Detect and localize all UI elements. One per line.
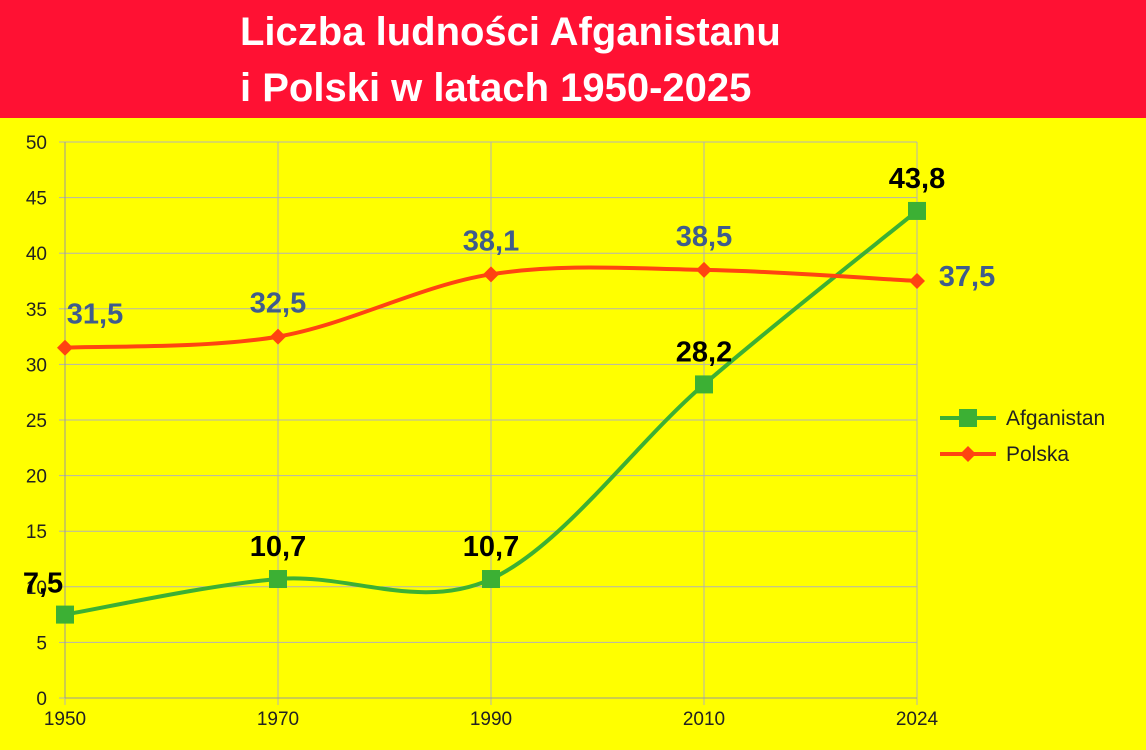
y-tick-label: 5 bbox=[36, 633, 47, 654]
legend-marker-afganistan bbox=[959, 409, 977, 427]
data-label-afganistan: 10,7 bbox=[250, 531, 306, 563]
axes bbox=[64, 142, 917, 699]
data-label-afganistan: 7,5 bbox=[23, 568, 63, 600]
y-tick-label: 10 bbox=[26, 578, 47, 599]
series-group bbox=[56, 201, 926, 624]
data-label-afganistan: 10,7 bbox=[463, 531, 519, 563]
x-tick-label: 2010 bbox=[683, 709, 725, 730]
data-labels: 7,5 10,7 10,7 28,2 43,8 31,5 32,5 38,1 38,5 37,5 bbox=[23, 163, 995, 600]
y-tick-label: 35 bbox=[26, 300, 47, 321]
data-label-polska: 38,5 bbox=[676, 221, 732, 253]
y-tick-label: 25 bbox=[26, 411, 47, 432]
data-point-polska bbox=[270, 328, 286, 345]
data-point-polska bbox=[57, 339, 73, 356]
data-point-afganistan bbox=[482, 570, 500, 589]
data-label-polska: 31,5 bbox=[67, 299, 123, 331]
y-tick-label: 45 bbox=[26, 189, 47, 210]
x-tick-label: 1950 bbox=[44, 709, 86, 730]
legend-label-polska: Polska bbox=[1006, 443, 1069, 466]
x-axis-ticks: 1950 1970 1990 2010 2024 bbox=[44, 709, 939, 730]
y-tick-label: 40 bbox=[26, 244, 47, 265]
line-chart: 0 5 10 15 20 25 30 35 40 45 50 1950 1970 1990 2010 202… bbox=[23, 133, 1105, 730]
legend: Afganistan Polska bbox=[940, 407, 1105, 466]
data-label-polska: 32,5 bbox=[250, 288, 306, 320]
y-tick-label: 15 bbox=[26, 522, 47, 543]
y-tick-label: 50 bbox=[26, 133, 47, 154]
data-point-afganistan bbox=[269, 570, 287, 589]
x-tick-label: 1990 bbox=[470, 709, 512, 730]
y-tick-label: 30 bbox=[26, 355, 47, 376]
data-point-polska bbox=[483, 266, 499, 283]
x-tick-label: 2024 bbox=[896, 709, 939, 730]
data-point-afganistan bbox=[908, 201, 926, 220]
chart-title-line-1: Liczba ludności Afganistanu bbox=[240, 10, 781, 54]
y-tick-label: 0 bbox=[36, 689, 47, 710]
y-axis-ticks: 0 5 10 15 20 25 30 35 40 45 50 bbox=[26, 133, 47, 710]
data-point-polska bbox=[696, 261, 712, 278]
title-banner: Liczba ludności Afganistanu i Polski w l… bbox=[0, 0, 1146, 118]
legend-marker-polska bbox=[960, 446, 976, 462]
x-tick-label: 1970 bbox=[257, 709, 299, 730]
data-point-afganistan bbox=[695, 375, 713, 394]
legend-label-afganistan: Afganistan bbox=[1006, 407, 1105, 430]
data-point-polska bbox=[909, 273, 925, 289]
y-tick-label: 20 bbox=[26, 467, 47, 488]
data-label-polska: 38,1 bbox=[463, 225, 519, 257]
data-label-polska: 37,5 bbox=[939, 261, 995, 293]
data-point-afganistan bbox=[56, 605, 74, 624]
chart-title-line-2: i Polski w latach 1950-2025 bbox=[240, 66, 752, 110]
data-label-afganistan: 43,8 bbox=[889, 163, 945, 195]
data-label-afganistan: 28,2 bbox=[676, 336, 732, 368]
series-line-afganistan bbox=[64, 209, 919, 617]
